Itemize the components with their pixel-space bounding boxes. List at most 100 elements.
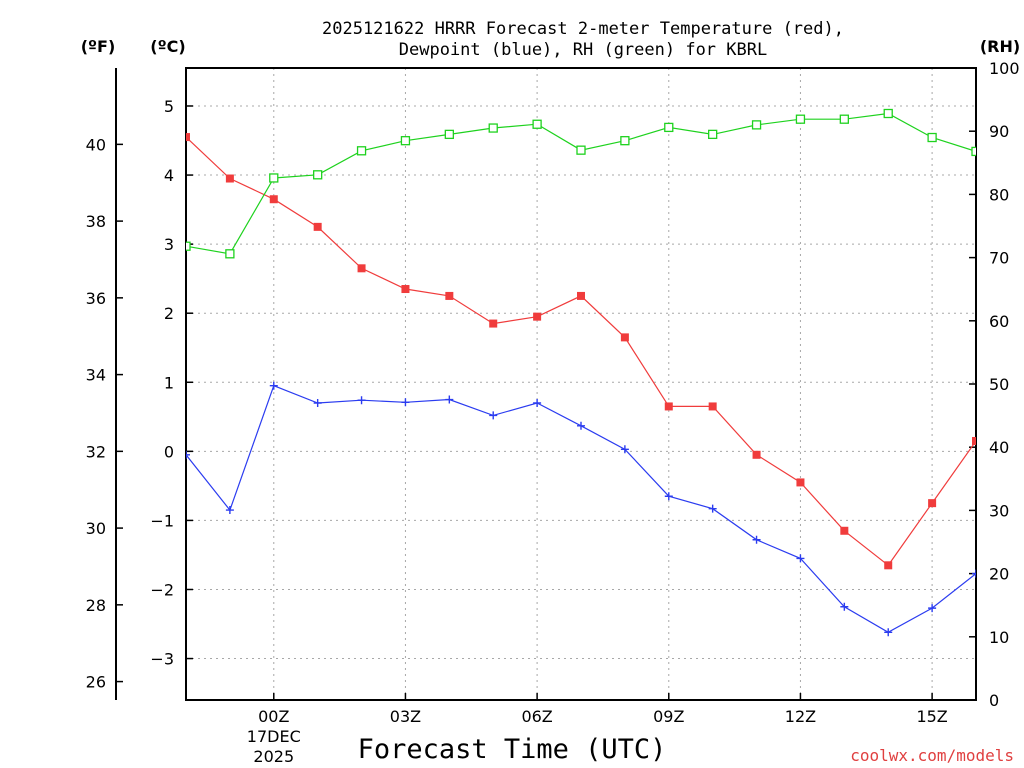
rh-tick-label: 30 (989, 501, 1009, 520)
rh-point (269, 173, 279, 183)
x-tick-label: 09Z (653, 707, 684, 726)
2-meter-temperature-series (186, 133, 976, 570)
chart-title-line-1: 2025121622 HRRR Forecast 2-meter Tempera… (322, 19, 844, 39)
dewpoint-point (225, 506, 234, 515)
celsius-tick-label: 2 (164, 304, 174, 323)
rh-line (186, 112, 976, 255)
2-meter-temperature-point (972, 436, 976, 445)
2-meter-temperature-point (313, 222, 322, 231)
2-meter-temperature-point (664, 402, 673, 411)
rh-point (883, 108, 893, 119)
2-meter-temperature-point (752, 450, 761, 459)
rh-point (664, 122, 674, 133)
chart-title-line-2: Dewpoint (blue), RH (green) for KBRL (399, 40, 767, 60)
rh-point (488, 123, 498, 133)
dewpoint-point (577, 421, 585, 430)
celsius-tick-label: −3 (150, 650, 174, 669)
2-meter-temperature-point (357, 264, 366, 273)
rh-point (400, 136, 411, 146)
celsius-tick-label: 5 (164, 97, 174, 116)
2-meter-temperature-point (489, 319, 498, 328)
2-meter-temperature-point (620, 333, 629, 342)
dewpoint-point (489, 411, 498, 420)
rh-point (927, 132, 937, 143)
chart-text: 2025121622 HRRR Forecast 2-meter Tempera… (81, 19, 1020, 765)
fahrenheit-unit-label: (ºF) (81, 37, 116, 56)
dewpoint-point (620, 445, 629, 454)
rh-tick-label: 0 (989, 691, 999, 710)
rh-point (313, 170, 323, 180)
rh-point (576, 145, 586, 155)
rh-tick-label: 70 (989, 249, 1009, 268)
dewpoint-point (972, 569, 976, 578)
celsius-tick-label: −2 (150, 580, 174, 599)
rh-series (186, 108, 976, 259)
rh-tick-label: 100 (989, 59, 1020, 78)
x-tick-year-label: 2025 (253, 747, 294, 766)
rh-point (708, 129, 718, 140)
fahrenheit-tick-label: 38 (86, 212, 106, 231)
dewpoint-point (313, 398, 322, 407)
dewpoint-point (708, 504, 717, 513)
fahrenheit-tick-label: 26 (86, 673, 106, 692)
celsius-tick-label: −1 (150, 511, 174, 530)
x-axis-label: Forecast Time (UTC) (358, 734, 667, 765)
dewpoint-point (884, 628, 893, 637)
rh-point (186, 241, 191, 251)
celsius-unit-label: (ºC) (150, 37, 185, 56)
fahrenheit-tick-label: 28 (86, 596, 106, 615)
rh-point (839, 114, 849, 124)
site-credit: coolwx.com/models (850, 746, 1014, 765)
gridlines (186, 68, 976, 700)
data-series (186, 108, 976, 637)
dewpoint-point (752, 535, 761, 544)
x-tick-label: 03Z (390, 707, 421, 726)
2-meter-temperature-point (269, 195, 278, 204)
axes: 4038363432302826543210−1−2−3100908070605… (86, 59, 1020, 766)
x-tick-label: 06Z (521, 707, 552, 726)
rh-point (751, 120, 762, 130)
x-tick-date-label: 17DEC (247, 727, 301, 746)
rh-point (356, 146, 367, 156)
rh-tick-label: 10 (989, 628, 1009, 647)
celsius-tick-label: 3 (164, 235, 174, 254)
fahrenheit-tick-label: 36 (86, 289, 106, 308)
rh-point (532, 119, 542, 129)
rh-point (225, 249, 235, 259)
x-tick-label: 00Z (258, 707, 289, 726)
dewpoint-point (357, 396, 366, 405)
plot-frame (185, 67, 977, 701)
rh-tick-label: 90 (989, 122, 1009, 141)
plot-area-clip (186, 108, 976, 637)
fahrenheit-tick-label: 30 (86, 519, 106, 538)
rh-unit-label: (RH) (980, 37, 1020, 56)
rh-tick-label: 50 (989, 375, 1009, 394)
2-meter-temperature-line (186, 136, 976, 567)
2-meter-temperature-point (225, 174, 234, 183)
2-meter-temperature-point (533, 312, 542, 321)
dewpoint-point (186, 450, 190, 459)
2-meter-temperature-point (796, 478, 805, 487)
celsius-tick-label: 0 (164, 442, 174, 461)
dewpoint-point (269, 381, 278, 390)
rh-point (795, 114, 806, 124)
dewpoint-point (401, 398, 410, 407)
2-meter-temperature-point (708, 402, 717, 411)
dewpoint-point (445, 395, 454, 404)
2-meter-temperature-point (928, 499, 937, 508)
fahrenheit-tick-label: 34 (86, 366, 106, 385)
fahrenheit-tick-label: 40 (86, 135, 106, 154)
dewpoint-point (533, 398, 542, 407)
2-meter-temperature-point (186, 133, 190, 142)
rh-tick-label: 20 (989, 565, 1009, 584)
2-meter-temperature-point (577, 291, 585, 300)
dewpoint-series (186, 381, 976, 637)
celsius-tick-label: 4 (164, 166, 174, 185)
rh-tick-label: 60 (989, 312, 1009, 331)
rh-tick-label: 80 (989, 185, 1009, 204)
rh-point (971, 146, 976, 157)
rh-point (444, 129, 454, 140)
dewpoint-point (928, 604, 937, 613)
